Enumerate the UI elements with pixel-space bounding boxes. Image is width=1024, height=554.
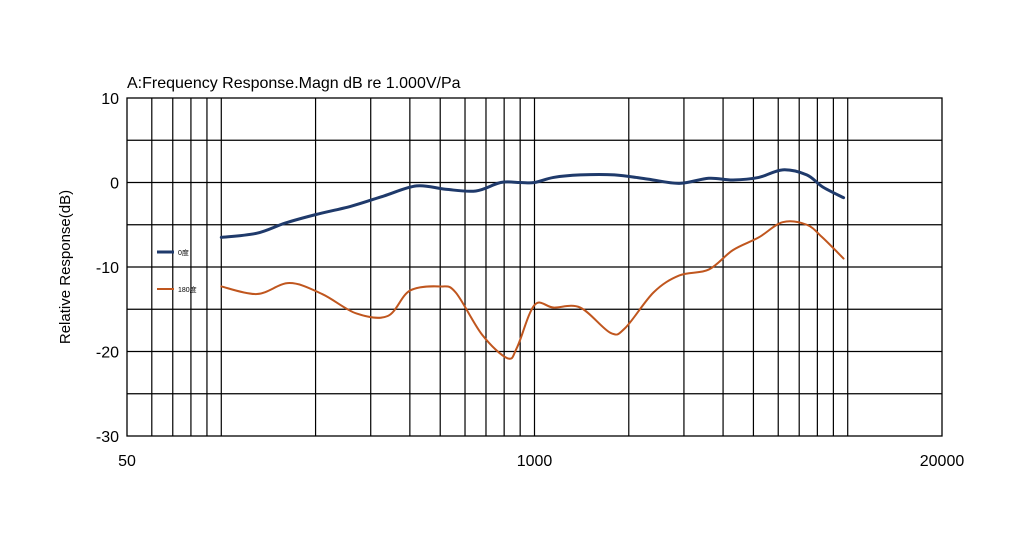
grid [126,97,943,437]
x-tick-label: 1000 [517,453,553,470]
y-tick-label: -30 [96,429,119,446]
series-line-0 [219,168,846,239]
y-tick-label: 0 [110,176,119,193]
y-tick-label: -20 [96,345,119,362]
y-axis-label: Relative Response(dB) [57,190,74,344]
legend-label-1: 180度 [178,285,197,294]
series-line-1 [220,220,845,360]
legend-label-0: 0度 [178,248,189,257]
x-tick-label: 20000 [920,453,965,470]
chart-title: A:Frequency Response.Magn dB re 1.000V/P… [127,75,461,92]
series-lines [219,168,846,360]
y-tick-label: 10 [101,91,119,108]
x-tick-label: 50 [118,453,136,470]
y-tick-label: -10 [96,260,119,277]
tick-labels: 10 0 -10 -20 -30 50 1000 20000 [96,91,964,470]
legend: 0度 180度 [157,248,197,294]
